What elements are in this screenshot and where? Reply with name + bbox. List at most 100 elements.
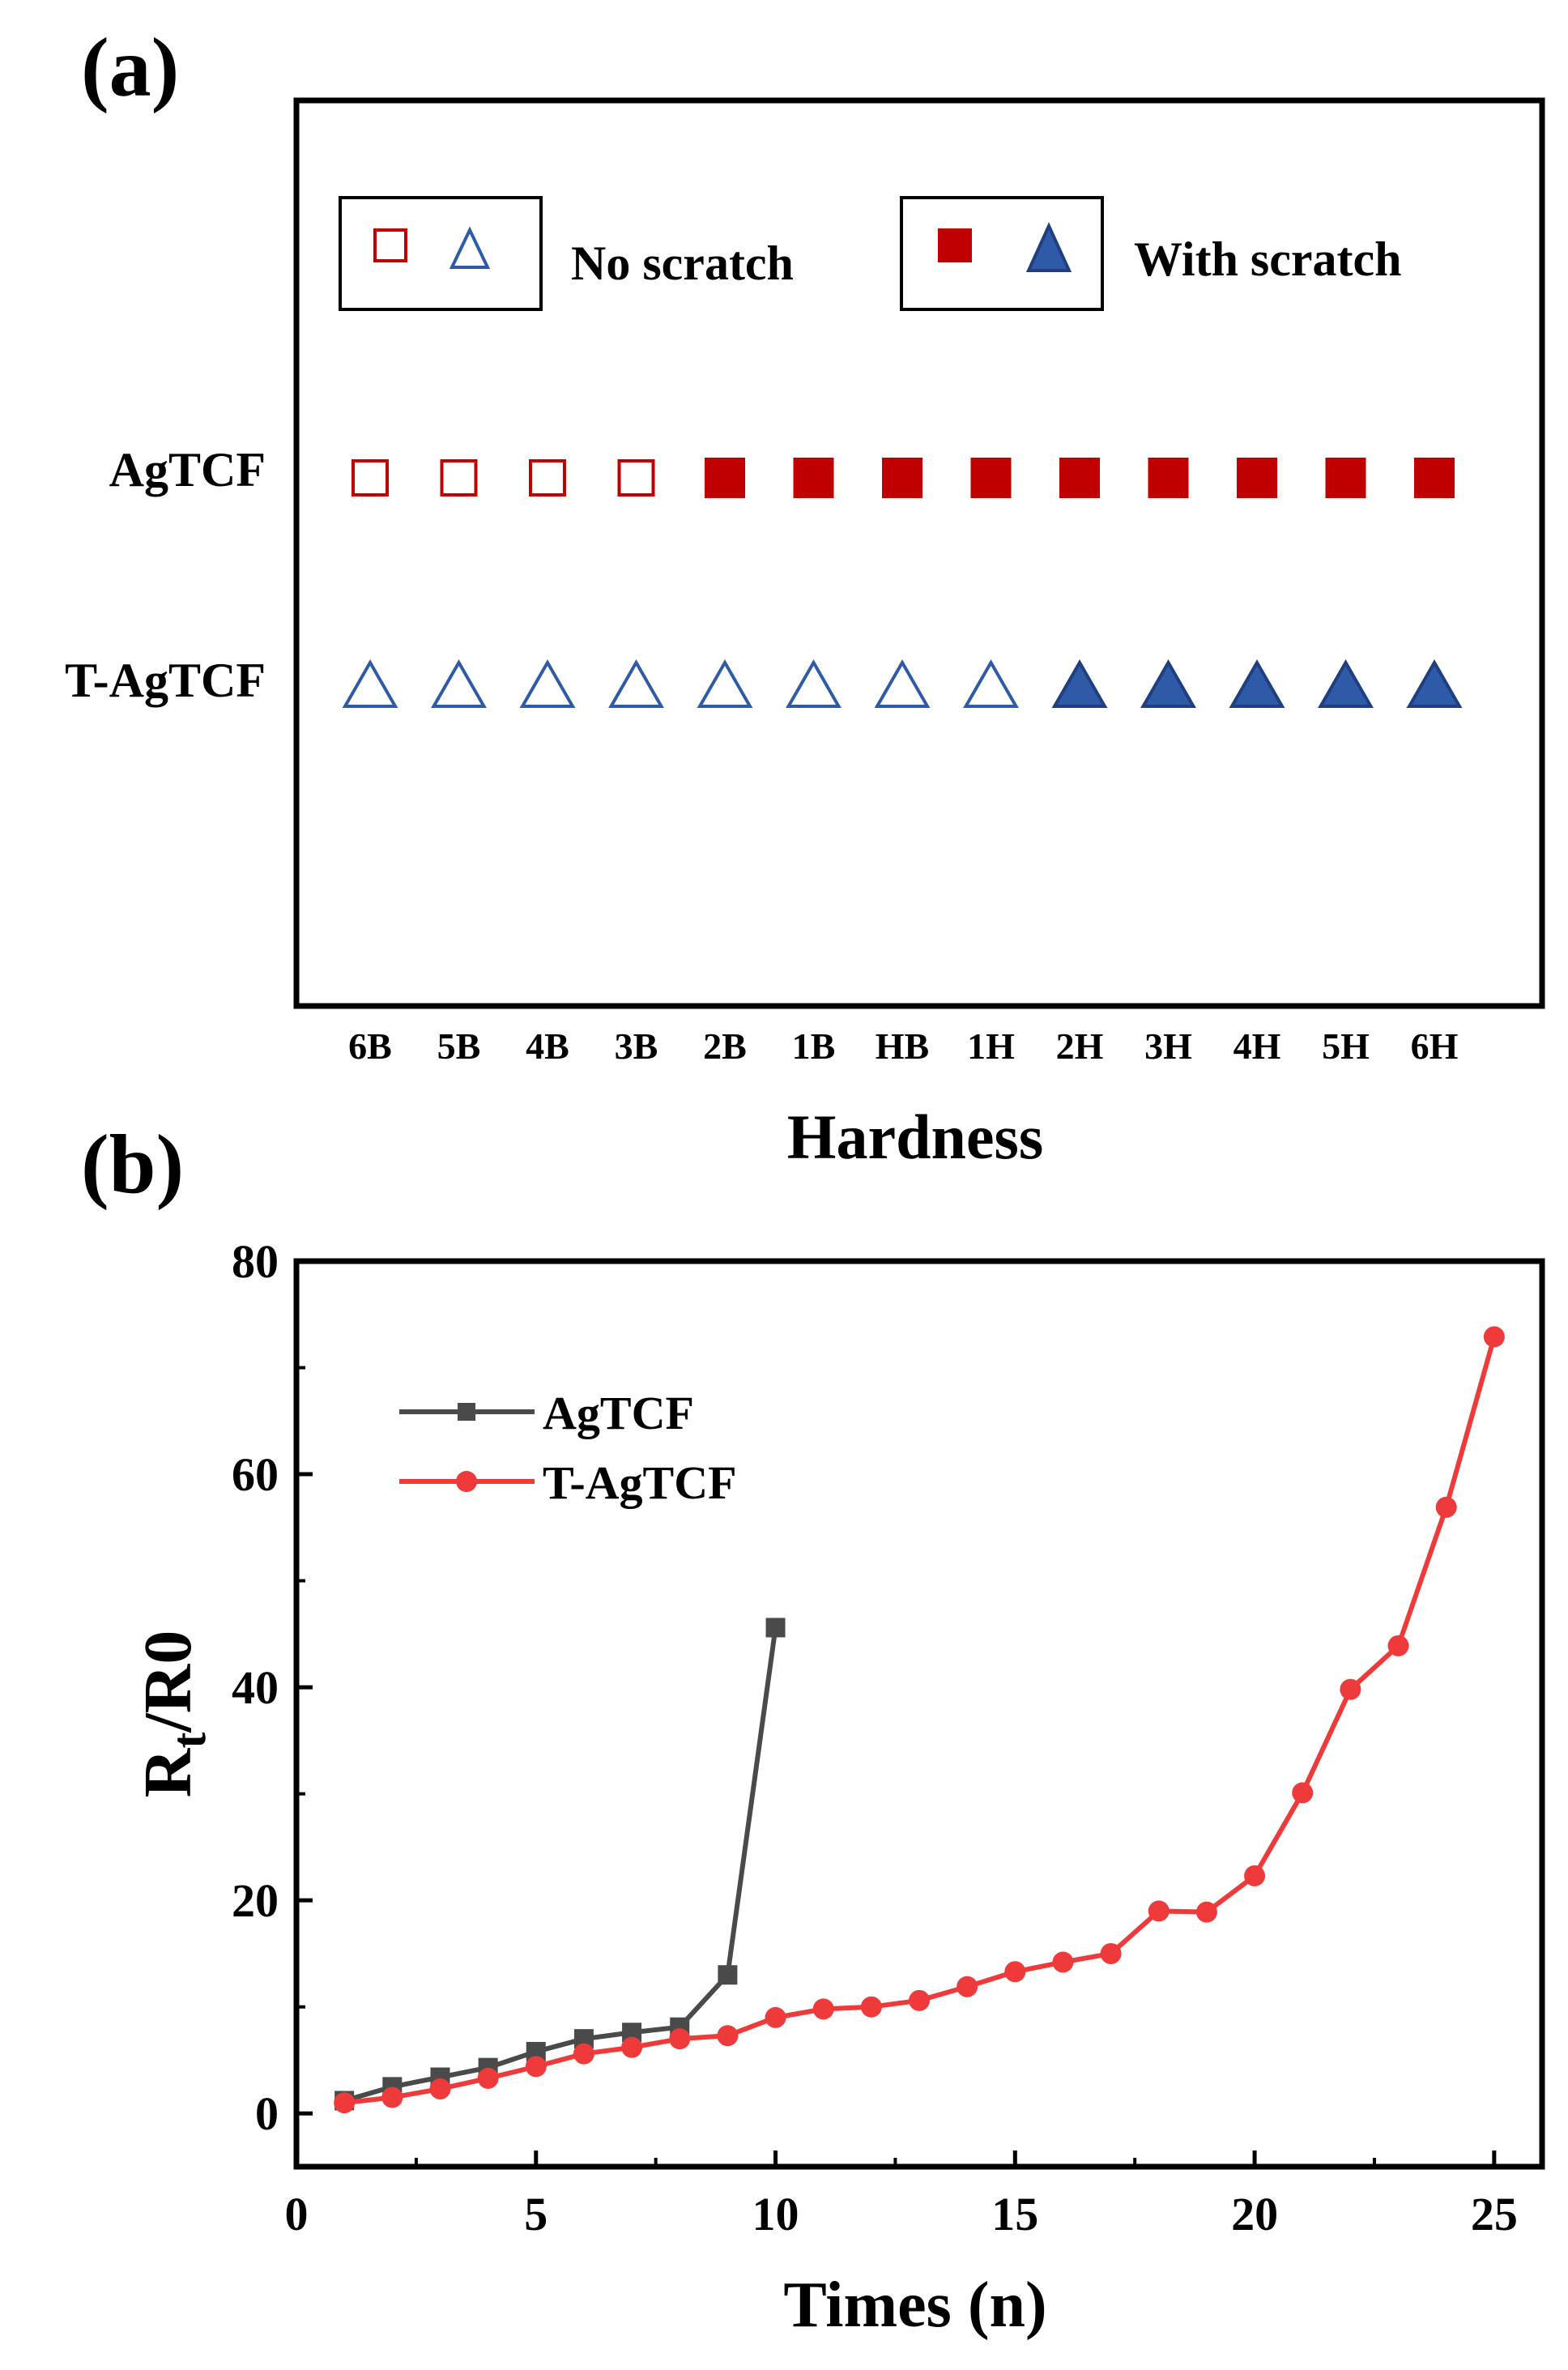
t-agtcf-point-13 bbox=[909, 1989, 930, 2011]
tick-label-4b: 4B bbox=[526, 1025, 569, 1067]
y-tick-label-0: 0 bbox=[255, 2087, 279, 2140]
panel-b-legend: AgTCF T-AgTCF bbox=[399, 1387, 737, 1509]
agtcf-point-9 bbox=[718, 1965, 738, 1985]
agtcf-marker-5h bbox=[1325, 458, 1366, 498]
t-agtcf-point-21 bbox=[1292, 1782, 1314, 1804]
panel-a-markers bbox=[342, 458, 1463, 708]
t-agtcf-marker-4b bbox=[519, 659, 576, 708]
agtcf-point-10 bbox=[765, 1618, 786, 1638]
t-agtcf-point-11 bbox=[812, 1998, 834, 2020]
t-agtcf-point-19 bbox=[1195, 1901, 1217, 1923]
legend-label-agtcf: AgTCF bbox=[543, 1387, 694, 1439]
x-tick-label-5: 5 bbox=[524, 2188, 548, 2240]
t-agtcf-marker-3h bbox=[1140, 659, 1196, 708]
legend-box-with-scratch bbox=[900, 196, 1104, 311]
t-agtcf-point-20 bbox=[1244, 1865, 1266, 1886]
t-agtcf-point-9 bbox=[717, 2025, 739, 2047]
t-agtcf-marker-1h bbox=[963, 659, 1019, 708]
row-label-t-agtcf: T-AgTCF bbox=[65, 654, 266, 707]
agtcf-marker-6b bbox=[352, 459, 389, 497]
legend-marker-t-agtcf bbox=[456, 1471, 477, 1492]
t-agtcf-point-14 bbox=[957, 1976, 978, 1997]
panel-a-xlabel: Hardness bbox=[787, 1102, 1043, 1172]
ylabel-subscript-t: t bbox=[162, 1733, 215, 1749]
legend-open-triangle-icon bbox=[449, 226, 491, 269]
tick-label-3h: 3H bbox=[1144, 1025, 1192, 1067]
tick-label-1h: 1H bbox=[967, 1025, 1015, 1067]
t-agtcf-marker-2h bbox=[1051, 659, 1108, 708]
x-tick-label-0: 0 bbox=[285, 2188, 309, 2240]
t-agtcf-point-8 bbox=[669, 2028, 691, 2050]
agtcf-marker-3b bbox=[617, 459, 655, 497]
y-tick-label-80: 80 bbox=[232, 1235, 279, 1288]
tick-label-6h: 6H bbox=[1411, 1025, 1459, 1067]
legend-label-no-scratch: No scratch bbox=[571, 237, 794, 290]
agtcf-marker-3h bbox=[1148, 458, 1189, 498]
agtcf-marker-2b bbox=[705, 458, 745, 498]
panel-a-frame bbox=[293, 97, 1545, 1009]
t-agtcf-point-18 bbox=[1148, 1900, 1170, 1922]
tick-label-5b: 5B bbox=[437, 1025, 481, 1067]
t-agtcf-marker-5b bbox=[431, 659, 487, 708]
row-label-agtcf: AgTCF bbox=[109, 443, 266, 497]
tick-label-5h: 5H bbox=[1322, 1025, 1370, 1067]
agtcf-marker-5b bbox=[440, 459, 478, 497]
tick-label-3b: 3B bbox=[615, 1025, 658, 1067]
t-agtcf-point-7 bbox=[621, 2036, 643, 2058]
t-agtcf-point-17 bbox=[1100, 1942, 1122, 1964]
t-agtcf-point-15 bbox=[1004, 1961, 1026, 1983]
tick-label-2b: 2B bbox=[703, 1025, 747, 1067]
panel-b-axes: 0 5 10 15 20 25 0 20 40 60 80 bbox=[232, 1235, 1518, 2240]
t-agtcf-point-24 bbox=[1435, 1496, 1457, 1518]
x-tick-label-20: 20 bbox=[1231, 2188, 1278, 2240]
x-tick-label-10: 10 bbox=[752, 2188, 799, 2240]
t-agtcf-marker-4h bbox=[1229, 659, 1285, 708]
panel-a-label: (a) bbox=[81, 21, 179, 114]
t-agtcf-point-25 bbox=[1483, 1326, 1505, 1348]
t-agtcf-point-22 bbox=[1340, 1678, 1361, 1700]
ylabel-r0: /R0 bbox=[130, 1630, 206, 1733]
legend-marker-agtcf bbox=[458, 1403, 475, 1421]
t-agtcf-marker-5h bbox=[1318, 659, 1374, 708]
agtcf-marker-4h bbox=[1237, 458, 1277, 498]
y-tick-label-60: 60 bbox=[232, 1448, 279, 1501]
series-line-agtcf bbox=[343, 1627, 778, 2104]
agtcf-marker-hb bbox=[882, 458, 922, 498]
t-agtcf-marker-1b bbox=[786, 659, 842, 708]
t-agtcf-marker-6b bbox=[342, 659, 398, 708]
panel-b: (b) 0 5 10 15 20 25 0 20 40 60 80 AgTCF T-AgTCF Ti… bbox=[81, 1118, 1545, 2341]
x-tick-label-15: 15 bbox=[991, 2188, 1038, 2240]
agtcf-marker-1b bbox=[793, 458, 834, 498]
legend-box-no-scratch bbox=[339, 196, 543, 311]
legend-label-with-scratch: With scratch bbox=[1134, 232, 1402, 286]
legend-label-t-agtcf: T-AgTCF bbox=[543, 1456, 737, 1509]
y-tick-label-20: 20 bbox=[232, 1874, 279, 1927]
t-agtcf-marker-3b bbox=[608, 659, 664, 708]
t-agtcf-point-4 bbox=[477, 2067, 499, 2089]
t-agtcf-point-16 bbox=[1052, 1951, 1074, 1973]
tick-label-6b: 6B bbox=[348, 1025, 392, 1067]
tick-label-4h: 4H bbox=[1234, 1025, 1281, 1067]
panel-b-frame bbox=[293, 1258, 1545, 2170]
t-agtcf-point-3 bbox=[429, 2078, 451, 2099]
t-agtcf-marker-2b bbox=[697, 659, 753, 708]
x-tick-label-25: 25 bbox=[1471, 2188, 1518, 2240]
y-tick-label-40: 40 bbox=[232, 1661, 279, 1714]
ylabel-r: R bbox=[130, 1747, 206, 1797]
t-agtcf-marker-6h bbox=[1406, 659, 1463, 708]
tick-label-2h: 2H bbox=[1056, 1025, 1104, 1067]
t-agtcf-point-23 bbox=[1387, 1635, 1409, 1656]
panel-a: (a) No scratch With scratch AgTCF T-AgTC… bbox=[65, 21, 1545, 1172]
agtcf-marker-2h bbox=[1059, 458, 1100, 498]
t-agtcf-point-6 bbox=[573, 2043, 594, 2065]
panel-b-label: (b) bbox=[81, 1118, 184, 1211]
t-agtcf-point-5 bbox=[525, 2056, 547, 2078]
panel-b-series bbox=[334, 1326, 1505, 2114]
t-agtcf-point-1 bbox=[334, 2092, 356, 2114]
agtcf-marker-4b bbox=[529, 459, 566, 497]
t-agtcf-point-10 bbox=[765, 2006, 786, 2028]
legend-open-square-icon bbox=[373, 228, 407, 262]
agtcf-marker-1h bbox=[970, 458, 1012, 498]
tick-label-hb: HB bbox=[876, 1025, 929, 1067]
